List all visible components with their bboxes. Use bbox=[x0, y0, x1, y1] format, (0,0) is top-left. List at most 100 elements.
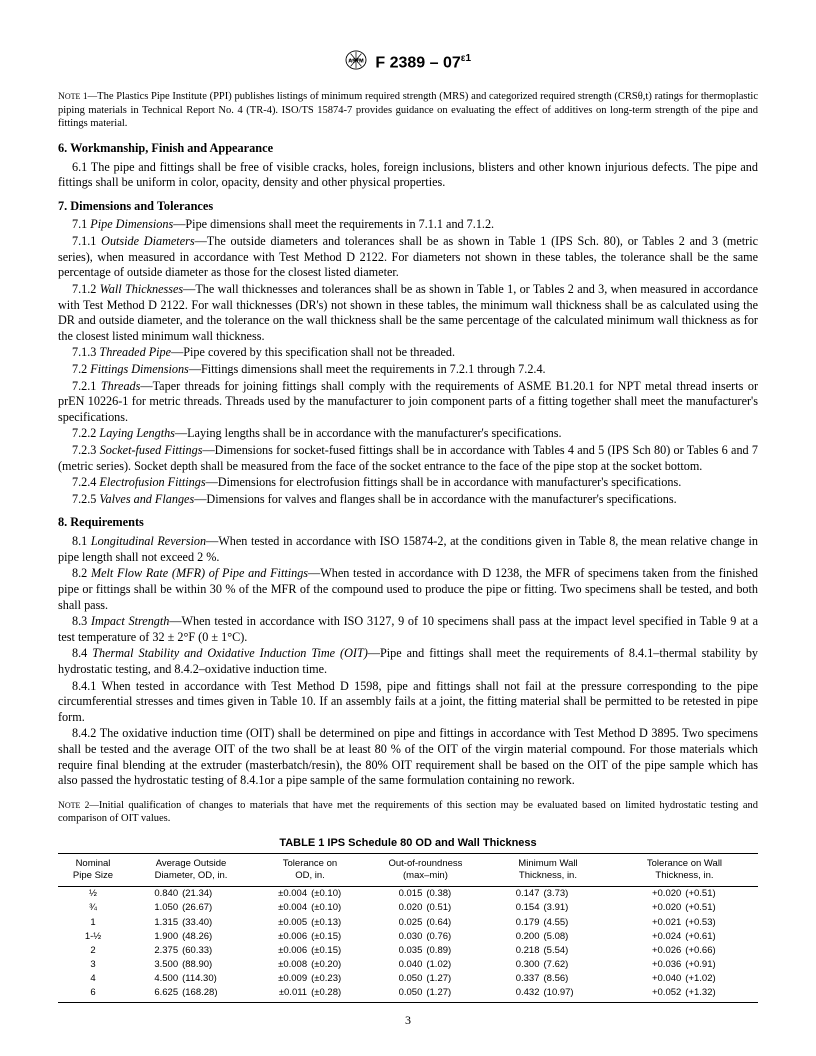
table-cell: (±0.23) bbox=[309, 972, 366, 986]
table-cell: +0.020 bbox=[611, 887, 683, 902]
para-7-1: 7.1 Pipe Dimensions—Pipe dimensions shal… bbox=[58, 217, 758, 233]
table-row: 1-½1.900(48.26)±0.006(±0.15)0.030(0.76)0… bbox=[58, 930, 758, 944]
table-cell: (+0.91) bbox=[683, 958, 758, 972]
table1-caption: TABLE 1 IPS Schedule 80 OD and Wall Thic… bbox=[58, 836, 758, 850]
table-cell: 0.218 bbox=[485, 944, 542, 958]
table-cell: (1.27) bbox=[424, 972, 485, 986]
note2-text: Initial qualification of changes to mate… bbox=[58, 800, 758, 824]
section-7-heading: 7. Dimensions and Tolerances bbox=[58, 199, 758, 215]
table-cell: ±0.009 bbox=[254, 972, 309, 986]
para-7-2-3: 7.2.3 Socket-fused Fittings—Dimensions f… bbox=[58, 443, 758, 474]
table-cell: (8.56) bbox=[542, 972, 611, 986]
th-od: Average OutsideDiameter, OD, in. bbox=[128, 853, 254, 886]
table-cell: ±0.004 bbox=[254, 887, 309, 902]
section-6-heading: 6. Workmanship, Finish and Appearance bbox=[58, 141, 758, 157]
note-1: NOTE 1—The Plastics Pipe Institute (PPI)… bbox=[58, 90, 758, 130]
table-cell: (0.51) bbox=[424, 901, 485, 915]
table-cell: 0.300 bbox=[485, 958, 542, 972]
table-cell: (+0.51) bbox=[683, 887, 758, 902]
table-cell: 0.147 bbox=[485, 887, 542, 902]
page-number: 3 bbox=[0, 1013, 816, 1028]
table-header-row: NominalPipe Size Average OutsideDiameter… bbox=[58, 853, 758, 886]
note-2: NOTE 2—Initial qualification of changes … bbox=[58, 799, 758, 826]
table-cell: (1.02) bbox=[424, 958, 485, 972]
svg-text:ASTM: ASTM bbox=[348, 59, 364, 65]
table-cell: (±0.15) bbox=[309, 930, 366, 944]
table-row: ¾1.050(26.67)±0.004(±0.10)0.020(0.51)0.1… bbox=[58, 901, 758, 915]
table-cell: 4 bbox=[58, 972, 128, 986]
para-7-2-1: 7.2.1 Threads—Taper threads for joining … bbox=[58, 379, 758, 426]
table-cell: ¾ bbox=[58, 901, 128, 915]
table-cell: +0.026 bbox=[611, 944, 683, 958]
table-cell: +0.040 bbox=[611, 972, 683, 986]
table-cell: ±0.004 bbox=[254, 901, 309, 915]
para-7-2-5: 7.2.5 Valves and Flanges—Dimensions for … bbox=[58, 492, 758, 508]
table-cell: (+0.61) bbox=[683, 930, 758, 944]
table-cell: 1 bbox=[58, 916, 128, 930]
table-cell: 1.315 bbox=[128, 916, 180, 930]
table-row: 11.315(33.40)±0.005(±0.13)0.025(0.64)0.1… bbox=[58, 916, 758, 930]
table-cell: (21.34) bbox=[180, 887, 254, 902]
table-cell: 3 bbox=[58, 958, 128, 972]
para-8-4-2: 8.4.2 The oxidative induction time (OIT)… bbox=[58, 726, 758, 788]
table-row: ½0.840(21.34)±0.004(±0.10)0.015(0.38)0.1… bbox=[58, 887, 758, 902]
table-cell: (3.91) bbox=[542, 901, 611, 915]
table-cell: +0.024 bbox=[611, 930, 683, 944]
table-cell: 0.179 bbox=[485, 916, 542, 930]
table-cell: (60.33) bbox=[180, 944, 254, 958]
table-cell: (168.28) bbox=[180, 986, 254, 1003]
table-cell: (26.67) bbox=[180, 901, 254, 915]
table-cell: 0.035 bbox=[366, 944, 424, 958]
table-row: 33.500(88.90)±0.008(±0.20)0.040(1.02)0.3… bbox=[58, 958, 758, 972]
table-cell: (5.54) bbox=[542, 944, 611, 958]
para-7-1-2: 7.1.2 Wall Thicknesses—The wall thicknes… bbox=[58, 282, 758, 344]
table-cell: (1.27) bbox=[424, 986, 485, 1003]
table-cell: (33.40) bbox=[180, 916, 254, 930]
table-cell: (0.64) bbox=[424, 916, 485, 930]
note1-text: The Plastics Pipe Institute (PPI) publis… bbox=[58, 91, 758, 129]
table-cell: ±0.006 bbox=[254, 930, 309, 944]
note1-label: NOTE 1— bbox=[58, 92, 97, 102]
table-cell: 0.040 bbox=[366, 958, 424, 972]
para-7-1-3: 7.1.3 Threaded Pipe—Pipe covered by this… bbox=[58, 345, 758, 361]
table-cell: +0.052 bbox=[611, 986, 683, 1003]
table-cell: 0.050 bbox=[366, 986, 424, 1003]
table-cell: (+0.53) bbox=[683, 916, 758, 930]
table-cell: 1-½ bbox=[58, 930, 128, 944]
table-cell: (0.38) bbox=[424, 887, 485, 902]
table-cell: 0.337 bbox=[485, 972, 542, 986]
table-cell: +0.021 bbox=[611, 916, 683, 930]
designation: F 2389 – 07 bbox=[375, 54, 460, 71]
table-cell: (114.30) bbox=[180, 972, 254, 986]
para-6-1: 6.1 The pipe and fittings shall be free … bbox=[58, 160, 758, 191]
table-cell: 0.050 bbox=[366, 972, 424, 986]
para-7-1-1: 7.1.1 Outside Diameters—The outside diam… bbox=[58, 234, 758, 281]
para-8-4-1: 8.4.1 When tested in accordance with Tes… bbox=[58, 679, 758, 726]
table-cell: (88.90) bbox=[180, 958, 254, 972]
table-cell: (+0.51) bbox=[683, 901, 758, 915]
section-8-heading: 8. Requirements bbox=[58, 515, 758, 531]
epsilon: ε1 bbox=[461, 53, 471, 64]
table-row: 66.625(168.28)±0.011(±0.28)0.050(1.27)0.… bbox=[58, 986, 758, 1003]
para-8-4: 8.4 Thermal Stability and Oxidative Indu… bbox=[58, 646, 758, 677]
table-cell: 0.025 bbox=[366, 916, 424, 930]
table-cell: 3.500 bbox=[128, 958, 180, 972]
table-cell: +0.020 bbox=[611, 901, 683, 915]
th-tol-od: Tolerance onOD, in. bbox=[254, 853, 366, 886]
table-cell: (±0.15) bbox=[309, 944, 366, 958]
table-cell: (7.62) bbox=[542, 958, 611, 972]
table-cell: (+0.66) bbox=[683, 944, 758, 958]
table-cell: ±0.005 bbox=[254, 916, 309, 930]
para-7-2: 7.2 Fittings Dimensions—Fittings dimensi… bbox=[58, 362, 758, 378]
para-8-3: 8.3 Impact Strength—When tested in accor… bbox=[58, 614, 758, 645]
note2-label: NOTE 2— bbox=[58, 801, 99, 811]
table-cell: (0.89) bbox=[424, 944, 485, 958]
table-cell: 1.900 bbox=[128, 930, 180, 944]
table-row: 22.375(60.33)±0.006(±0.15)0.035(0.89)0.2… bbox=[58, 944, 758, 958]
para-8-2: 8.2 Melt Flow Rate (MFR) of Pipe and Fit… bbox=[58, 566, 758, 613]
para-7-2-4: 7.2.4 Electrofusion Fittings—Dimensions … bbox=[58, 475, 758, 491]
table-cell: ½ bbox=[58, 887, 128, 902]
table-cell: ±0.011 bbox=[254, 986, 309, 1003]
th-oor: Out-of-roundness(max–min) bbox=[366, 853, 485, 886]
table-cell: ±0.006 bbox=[254, 944, 309, 958]
